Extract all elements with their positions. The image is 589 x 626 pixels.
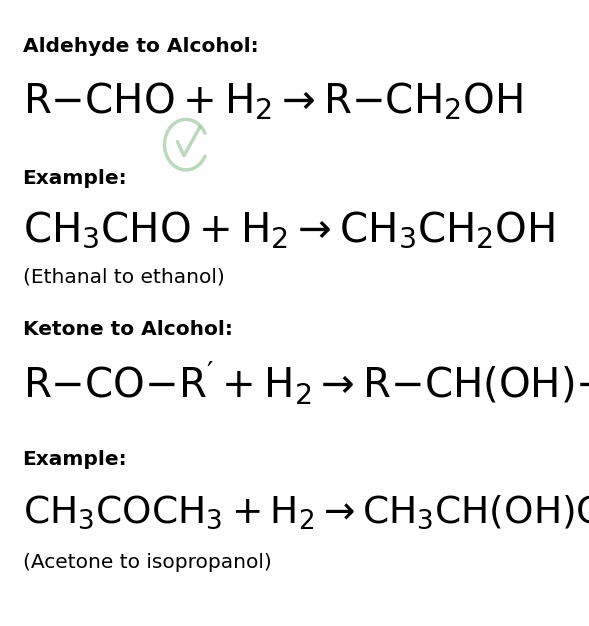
Text: Example:: Example: <box>22 450 127 470</box>
Text: $\mathregular{R{-}CHO + H_2 \rightarrow R{-}CH_2OH}$: $\mathregular{R{-}CHO + H_2 \rightarrow … <box>22 81 522 123</box>
Text: (Acetone to isopropanol): (Acetone to isopropanol) <box>22 553 272 572</box>
Text: $\mathregular{CH_3CHO + H_2 \rightarrow CH_3CH_2OH}$: $\mathregular{CH_3CHO + H_2 \rightarrow … <box>22 210 554 251</box>
Text: $\mathregular{R{-}CO{-}R' + H_2 \rightarrow R{-}CH(OH){-}R'}$: $\mathregular{R{-}CO{-}R' + H_2 \rightar… <box>22 360 589 407</box>
Text: (Ethanal to ethanol): (Ethanal to ethanol) <box>22 268 224 287</box>
Text: Example:: Example: <box>22 169 127 188</box>
Text: Aldehyde to Alcohol:: Aldehyde to Alcohol: <box>22 37 258 56</box>
Text: Ketone to Alcohol:: Ketone to Alcohol: <box>22 320 233 339</box>
Text: $\mathregular{CH_3COCH_3 + H_2 \rightarrow CH_3CH(OH)CH_3}$: $\mathregular{CH_3COCH_3 + H_2 \rightarr… <box>22 493 589 531</box>
